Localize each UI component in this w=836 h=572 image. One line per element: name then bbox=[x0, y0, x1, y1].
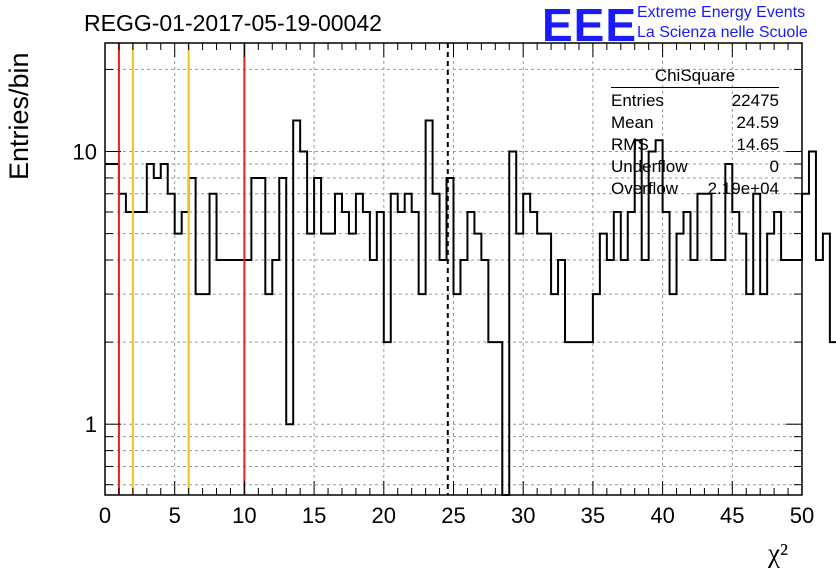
eee-tagline-1: Extreme Energy Events bbox=[637, 4, 806, 21]
stats-label: Overflow bbox=[611, 179, 679, 198]
x-tick-label: 40 bbox=[650, 503, 674, 528]
stats-value: 24.59 bbox=[736, 113, 779, 132]
x-tick-label: 35 bbox=[581, 503, 605, 528]
x-tick-label: 25 bbox=[441, 503, 465, 528]
stats-value: 22475 bbox=[731, 91, 779, 110]
y-tick-label: 1 bbox=[85, 412, 97, 437]
histogram-title: REGG-01-2017-05-19-00042 bbox=[84, 10, 382, 36]
stats-row-underflow: Underflow 0 bbox=[611, 156, 779, 178]
stats-row-entries: Entries 22475 bbox=[611, 90, 779, 112]
stats-label: Entries bbox=[611, 91, 664, 110]
stats-box: ChiSquare Entries 22475 Mean 24.59 RMS 1… bbox=[611, 66, 779, 200]
y-tick-label: 10 bbox=[73, 140, 97, 165]
y-axis-label: Entries/bin bbox=[4, 52, 34, 180]
x-tick-label: 20 bbox=[372, 503, 396, 528]
stats-label: RMS bbox=[611, 135, 649, 154]
stats-row-rms: RMS 14.65 bbox=[611, 134, 779, 156]
x-tick-label: 30 bbox=[511, 503, 535, 528]
stats-title: ChiSquare bbox=[611, 66, 779, 88]
eee-tagline-2: La Scienza nelle Scuole bbox=[637, 24, 808, 41]
stats-label: Mean bbox=[611, 113, 654, 132]
stats-value: 2.19e+04 bbox=[707, 179, 779, 198]
histogram-series bbox=[105, 119, 836, 496]
eee-logo: EEE bbox=[542, 0, 638, 51]
x-tick-label: 0 bbox=[99, 503, 111, 528]
x-axis-label: χ² bbox=[768, 538, 789, 568]
x-tick-label: 10 bbox=[232, 503, 256, 528]
stats-value: 14.65 bbox=[736, 135, 779, 154]
stats-row-overflow: Overflow 2.19e+04 bbox=[611, 178, 779, 200]
stats-label: Underflow bbox=[611, 157, 688, 176]
x-tick-label: 45 bbox=[720, 503, 744, 528]
x-tick-label: 15 bbox=[302, 503, 326, 528]
x-tick-label: 5 bbox=[169, 503, 181, 528]
stats-row-mean: Mean 24.59 bbox=[611, 112, 779, 134]
stats-value: 0 bbox=[769, 157, 779, 176]
x-tick-label: 50 bbox=[790, 503, 814, 528]
